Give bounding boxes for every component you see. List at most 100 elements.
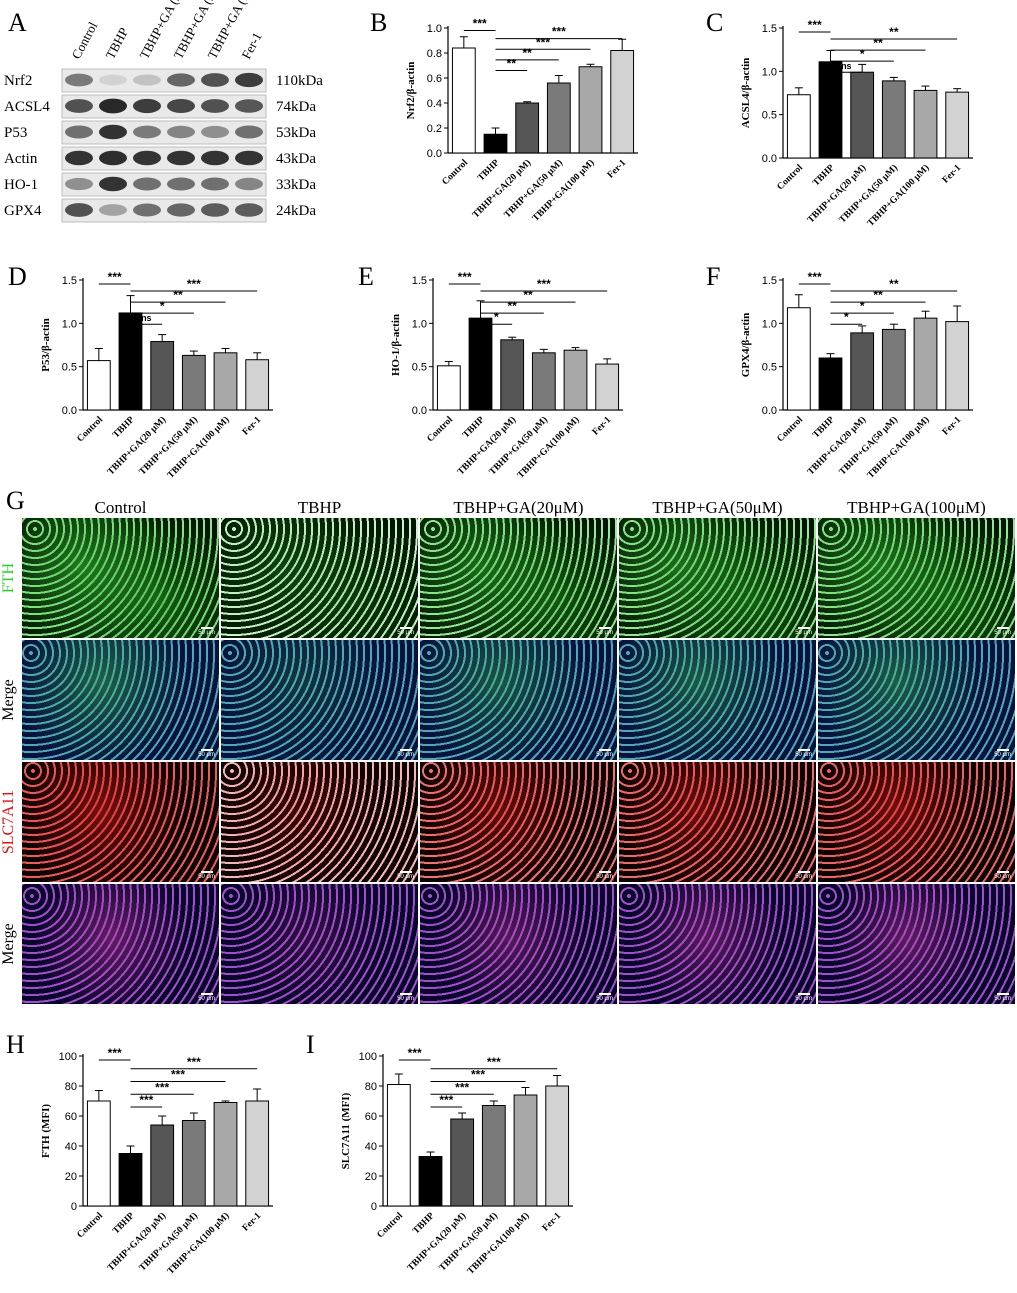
significance-label: ** bbox=[522, 46, 532, 60]
micro-image-tile: 50 μm bbox=[22, 762, 219, 882]
blot-protein-label: P53 bbox=[4, 125, 27, 141]
micro-column-label: TBHP bbox=[297, 498, 342, 517]
blot-band bbox=[201, 99, 229, 113]
y-tick-label: 40 bbox=[365, 1141, 377, 1153]
bar bbox=[850, 71, 875, 159]
blot-lane-label: Fer-1 bbox=[238, 30, 264, 62]
x-tick-label: TBHP+GA(50 μM) bbox=[487, 414, 550, 477]
y-axis-label: HO-1/β-actin bbox=[390, 314, 402, 376]
blot-band bbox=[201, 125, 229, 139]
y-tick-label: 1.5 bbox=[762, 23, 777, 35]
bar bbox=[881, 80, 906, 159]
y-axis-label: ACSL4/β-actin bbox=[740, 58, 752, 129]
x-tick-label: Fer-1 bbox=[241, 415, 264, 438]
x-tick-label: TBHP+GA(50 μM) bbox=[837, 414, 900, 477]
scale-bar: 50 μm bbox=[596, 871, 613, 880]
bar bbox=[913, 317, 938, 411]
significance-label: ** bbox=[173, 288, 183, 302]
y-tick-label: 0.0 bbox=[412, 405, 427, 417]
micro-image-tile: 50 μm bbox=[22, 884, 219, 1004]
significance-label: *** bbox=[408, 1046, 422, 1060]
micro-row-label: Merge bbox=[0, 679, 17, 721]
blot-protein-label: GPX4 bbox=[4, 203, 42, 219]
micro-image-tile: 50 μm bbox=[420, 518, 617, 638]
x-tick-label: TBHP bbox=[111, 1211, 136, 1236]
x-tick-label: TBHP bbox=[411, 1211, 436, 1236]
blot-band bbox=[99, 124, 127, 140]
micro-row-label: FTH bbox=[0, 562, 17, 594]
blot-band bbox=[65, 125, 93, 139]
scale-bar: 50 μm bbox=[198, 627, 215, 636]
y-tick-label: 0.0 bbox=[62, 405, 77, 417]
x-tick-label: TBHP+GA(50 μM) bbox=[137, 1210, 200, 1273]
bar bbox=[213, 1102, 238, 1207]
panel-letter-g: G bbox=[6, 486, 25, 515]
scale-bar: 50 μm bbox=[994, 871, 1011, 880]
blot-lane-label: Control bbox=[68, 19, 100, 61]
scale-bar: 50 μm bbox=[198, 749, 215, 758]
blot-band bbox=[235, 125, 263, 139]
x-tick-label: Control bbox=[776, 415, 806, 445]
bar bbox=[500, 339, 525, 411]
micro-image-tile: 50 μm bbox=[619, 640, 816, 760]
y-tick-label: 0.0 bbox=[762, 405, 777, 417]
micro-image-tile: 50 μm bbox=[221, 884, 418, 1004]
x-tick-label: Control bbox=[76, 1211, 106, 1241]
bar bbox=[436, 365, 461, 411]
immunofluorescence-panel: Control TBHP TBHP+GA(20μM) TBHP+GA(50μM) TBH… bbox=[0, 490, 1017, 1020]
blot-band bbox=[201, 177, 229, 191]
x-tick-label: TBHP+GA(20 μM) bbox=[105, 1210, 168, 1273]
x-tick-label: TBHP bbox=[461, 415, 486, 440]
x-tick-label: Fer-1 bbox=[606, 158, 629, 181]
micro-column-label: TBHP+GA(50μM) bbox=[652, 498, 783, 517]
bar bbox=[818, 357, 843, 411]
blot-size-label: 110kDa bbox=[276, 73, 323, 89]
bar bbox=[786, 307, 811, 411]
micro-column-label: Control bbox=[94, 498, 147, 517]
significance-label: * bbox=[160, 299, 165, 313]
significance-label: *** bbox=[487, 1055, 501, 1069]
blot-band bbox=[167, 125, 195, 139]
micro-image-tile: 50 μm bbox=[221, 762, 418, 882]
bar bbox=[483, 133, 508, 154]
x-tick-label: TBHP+GA(100 μM) bbox=[165, 414, 231, 480]
blot-band bbox=[133, 98, 161, 114]
scale-bar: 50 μm bbox=[795, 627, 812, 636]
bar bbox=[786, 94, 811, 159]
bar bbox=[513, 1094, 538, 1207]
x-tick-label: TBHP+GA(100 μM) bbox=[465, 1210, 531, 1276]
micro-image-tile: 50 μm bbox=[420, 762, 617, 882]
y-tick-label: 1.0 bbox=[762, 318, 777, 330]
significance-label: * bbox=[860, 299, 865, 313]
panel-letter-i: I bbox=[306, 1030, 315, 1059]
y-tick-label: 1.0 bbox=[412, 318, 427, 330]
x-tick-label: Control bbox=[776, 163, 806, 193]
micro-column-label: TBHP+GA(100μM) bbox=[847, 498, 986, 517]
y-tick-label: 0.4 bbox=[427, 98, 442, 110]
scale-bar: 50 μm bbox=[198, 871, 215, 880]
significance-label: *** bbox=[808, 270, 822, 284]
micro-row-label: Merge bbox=[0, 923, 17, 965]
bar bbox=[881, 328, 906, 411]
x-tick-label: TBHP+GA(20 μM) bbox=[470, 157, 533, 220]
y-tick-label: 0.6 bbox=[427, 73, 442, 85]
blot-band bbox=[99, 98, 127, 114]
x-tick-label: Fer-1 bbox=[941, 415, 964, 438]
bar-chart-h: 0 20 40 60 80 100 FTH (MFI) Control TBHP TBHP+GA(… bbox=[35, 1038, 315, 1293]
significance-label: ** bbox=[507, 57, 517, 71]
significance-label: *** bbox=[187, 1055, 201, 1069]
blot-size-label: 33kDa bbox=[276, 177, 316, 193]
x-tick-label: TBHP+GA(20 μM) bbox=[805, 162, 868, 225]
blot-band bbox=[167, 150, 195, 166]
scale-bar: 50 μm bbox=[994, 993, 1011, 1002]
significance-label: *** bbox=[187, 277, 201, 291]
bar bbox=[818, 61, 843, 159]
blot-band bbox=[235, 150, 263, 166]
bar-chart-f: 0.0 0.5 1.0 1.5 GPX4/β-actin Control TBHP TBHP+… bbox=[735, 262, 1015, 497]
y-tick-label: 0.8 bbox=[427, 48, 442, 60]
x-tick-label: Control bbox=[426, 415, 456, 445]
blot-band bbox=[235, 203, 263, 217]
x-tick-label: TBHP+GA(100 μM) bbox=[865, 162, 931, 228]
blot-band bbox=[133, 150, 161, 166]
y-tick-label: 1.5 bbox=[412, 275, 427, 287]
